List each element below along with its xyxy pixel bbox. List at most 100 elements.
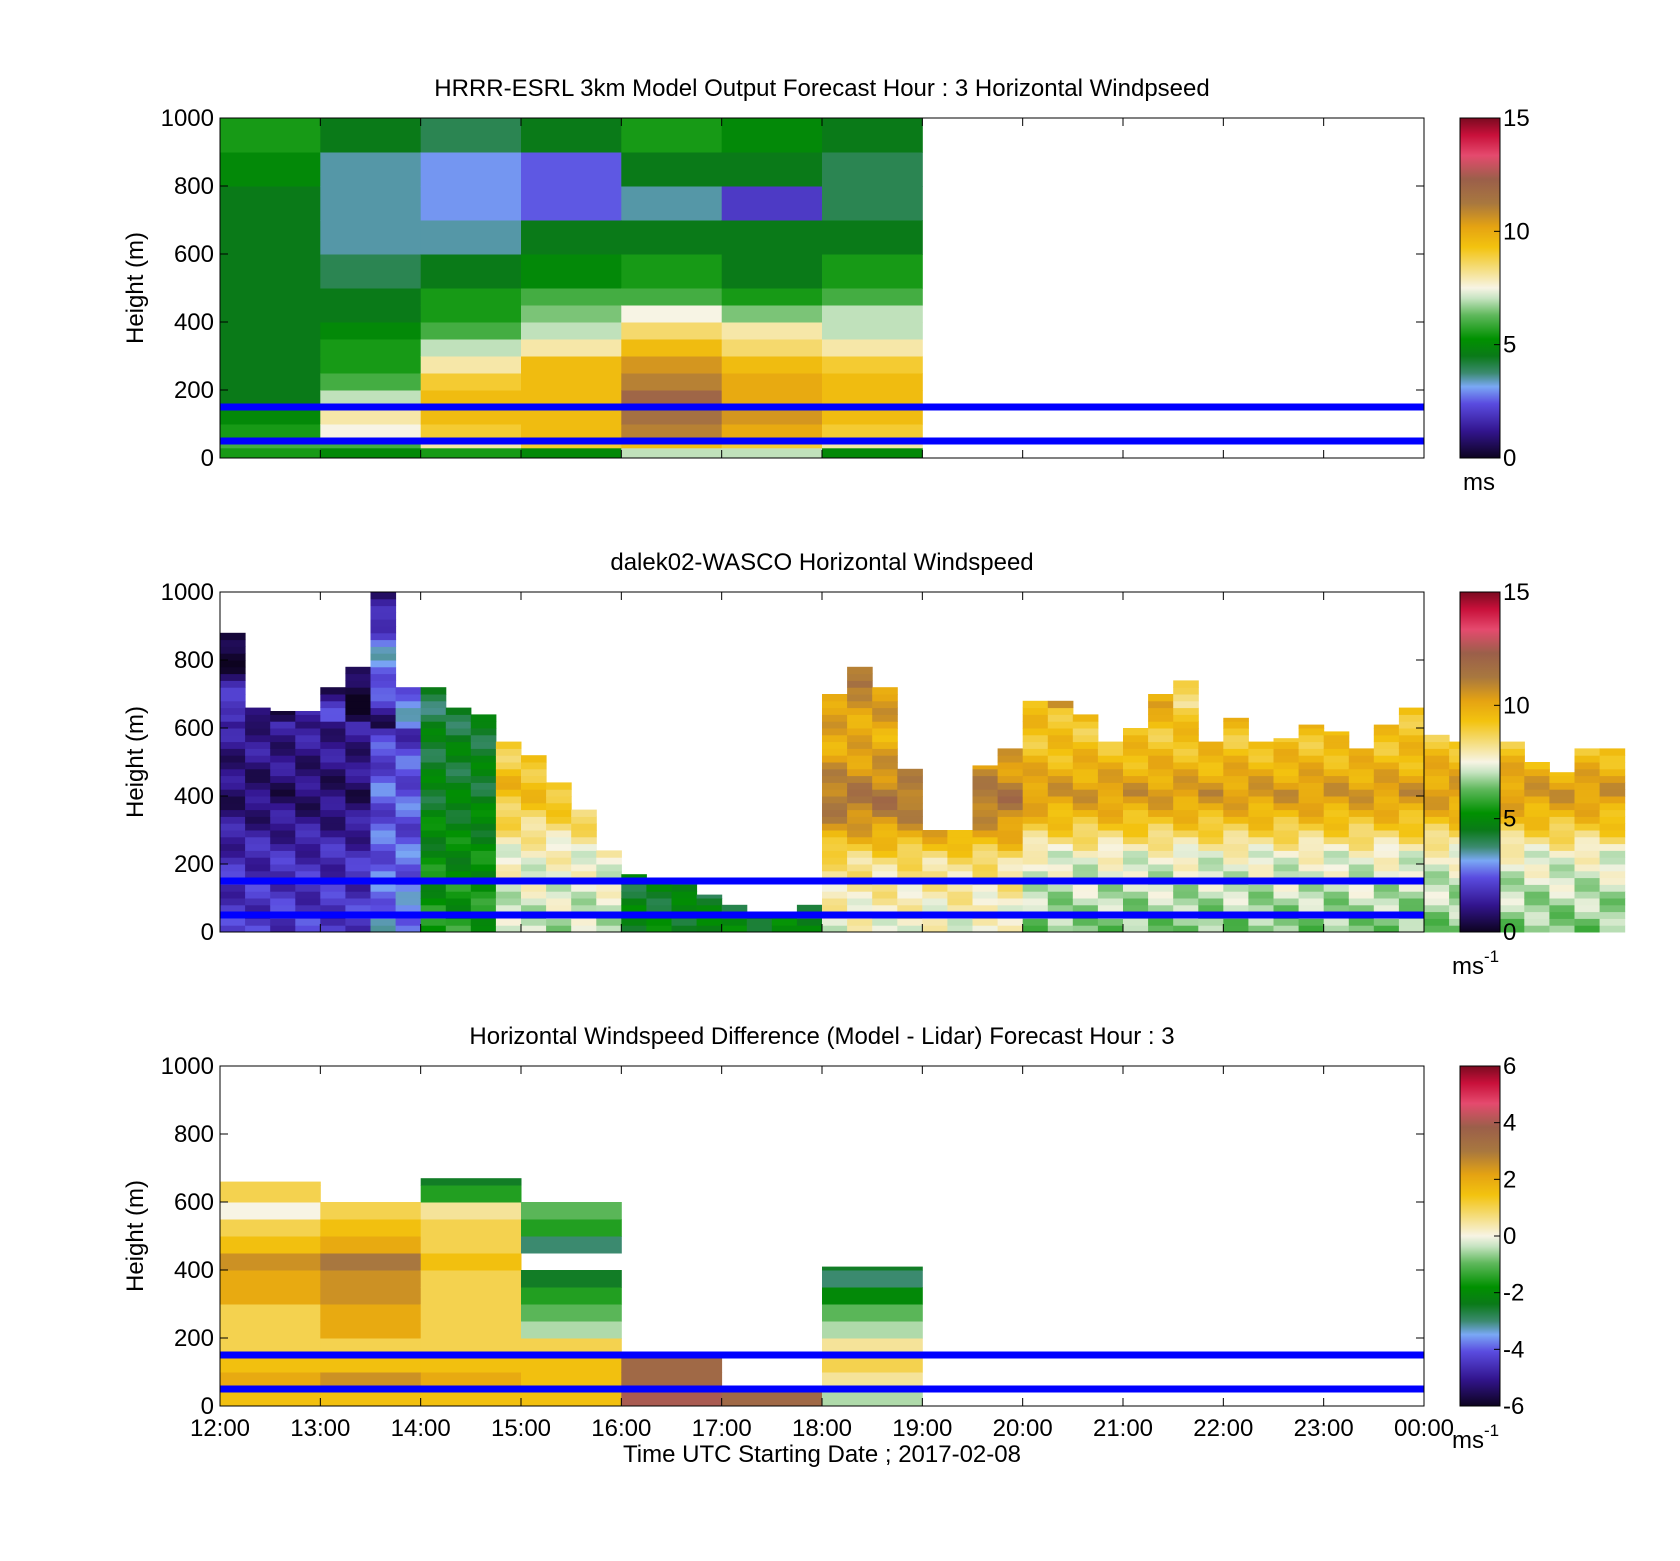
heatmap-cell: [420, 407, 522, 425]
heatmap-cell: [1424, 802, 1450, 811]
heatmap-cell: [445, 728, 472, 736]
heatmap-cell: [320, 322, 422, 340]
heatmap-cell: [370, 904, 397, 913]
heatmap-cell: [1173, 864, 1199, 872]
heatmap-cell: [220, 1372, 321, 1390]
heatmap-cell: [1123, 734, 1149, 743]
heatmap-cell: [1298, 775, 1325, 783]
heatmap-cell: [1072, 741, 1099, 749]
heatmap-cell: [897, 796, 923, 804]
heatmap-cell: [1524, 864, 1550, 872]
heatmap-cell: [320, 1321, 422, 1339]
heatmap-cell: [1373, 830, 1400, 838]
heatmap-cell: [897, 823, 923, 831]
heatmap-cell: [245, 904, 271, 913]
heatmap-cell: [220, 390, 321, 408]
heatmap-cell: [621, 118, 723, 153]
heatmap-cell: [847, 782, 873, 790]
heatmap-cell: [420, 741, 447, 749]
heatmap-cell: [872, 904, 898, 913]
heatmap-cell: [345, 918, 371, 926]
heatmap-cell: [621, 874, 647, 879]
heatmap-cell: [1123, 925, 1149, 933]
heatmap-cell: [495, 809, 522, 817]
heatmap-cell: [320, 864, 346, 872]
heatmap-cell: [245, 857, 271, 865]
heatmap-cell: [370, 796, 397, 804]
x-tick-label: 21:00: [1093, 1415, 1153, 1442]
heatmap-cell: [997, 843, 1024, 851]
heatmap-cell: [872, 775, 898, 783]
heatmap-cell: [1223, 830, 1249, 838]
heatmap-cell: [1398, 891, 1425, 899]
heatmap-cell: [1524, 870, 1550, 879]
heatmap-cell: [1248, 857, 1274, 865]
heatmap-cell: [1323, 925, 1350, 933]
heatmap-cell: [220, 925, 246, 933]
heatmap-cell: [1323, 843, 1350, 851]
heatmap-cell: [220, 1236, 321, 1254]
heatmap-cell: [1499, 857, 1525, 865]
heatmap-cell: [1173, 714, 1199, 722]
heatmap-cell: [220, 721, 246, 729]
heatmap-cell: [245, 728, 271, 736]
heatmap-cell: [872, 728, 898, 736]
heatmap-cell: [295, 884, 321, 892]
heatmap-cell: [1424, 782, 1450, 790]
heatmap-cell: [521, 220, 622, 255]
heatmap-cell: [972, 870, 999, 879]
heatmap-cell: [822, 339, 923, 357]
heatmap-cell: [245, 898, 271, 906]
y-tick-label: 800: [174, 647, 214, 674]
panel-3-colorbar-label: ms-1: [1452, 1421, 1499, 1454]
heatmap-cell: [1047, 734, 1074, 743]
heatmap-cell: [1524, 830, 1550, 838]
heatmap-cell: [420, 288, 522, 306]
x-tick-label: 18:00: [792, 1415, 852, 1442]
heatmap-cell: [1198, 891, 1224, 899]
heatmap-cell: [1273, 796, 1300, 804]
heatmap-cell: [445, 925, 472, 933]
heatmap-cell: [1097, 891, 1124, 899]
heatmap-cell: [1123, 884, 1149, 892]
heatmap-cell: [445, 884, 472, 892]
heatmap-cell: [1072, 850, 1099, 858]
heatmap-cell: [1524, 782, 1550, 790]
heatmap-cell: [395, 741, 422, 749]
heatmap-cell: [345, 734, 371, 743]
heatmap-cell: [721, 152, 823, 187]
heatmap-cell: [420, 447, 522, 459]
heatmap-cell: [495, 925, 522, 933]
heatmap-cell: [470, 734, 497, 743]
heatmap-cell: [1173, 748, 1199, 756]
heatmap-cell: [220, 447, 321, 459]
heatmap-cell: [1097, 782, 1124, 790]
heatmap-cell: [546, 864, 572, 872]
heatmap-cell: [420, 1236, 522, 1254]
heatmap-cell: [1047, 768, 1074, 777]
heatmap-cell: [1599, 762, 1626, 770]
heatmap-cell: [521, 1355, 622, 1373]
heatmap-cell: [822, 390, 923, 408]
heatmap-cell: [1148, 721, 1174, 729]
heatmap-cell: [897, 870, 923, 879]
panel-3-colorbar-unit: ms: [1452, 1427, 1484, 1454]
heatmap-cell: [1398, 843, 1425, 851]
heatmap-cell: [872, 918, 898, 926]
heatmap-cell: [546, 796, 572, 804]
heatmap-cell: [1398, 823, 1425, 831]
heatmap-cell: [721, 254, 823, 289]
heatmap-cell: [395, 904, 422, 913]
heatmap-cell: [220, 660, 246, 668]
heatmap-cell: [1298, 864, 1325, 872]
heatmap-cell: [420, 1372, 522, 1390]
heatmap-cell: [1072, 918, 1099, 926]
heatmap-cell: [521, 836, 547, 845]
heatmap-cell: [220, 768, 246, 777]
heatmap-cell: [270, 711, 296, 715]
heatmap-cell: [445, 857, 472, 865]
heatmap-cell: [1599, 836, 1626, 845]
colorbar-tick-label: 10: [1503, 218, 1530, 245]
heatmap-cell: [1198, 864, 1224, 872]
heatmap-cell: [1424, 830, 1450, 838]
